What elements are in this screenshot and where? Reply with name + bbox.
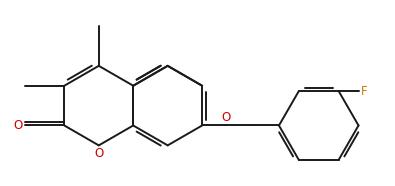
Text: O: O xyxy=(13,119,23,132)
Text: O: O xyxy=(94,147,103,160)
Text: O: O xyxy=(221,110,231,124)
Text: F: F xyxy=(361,85,367,97)
